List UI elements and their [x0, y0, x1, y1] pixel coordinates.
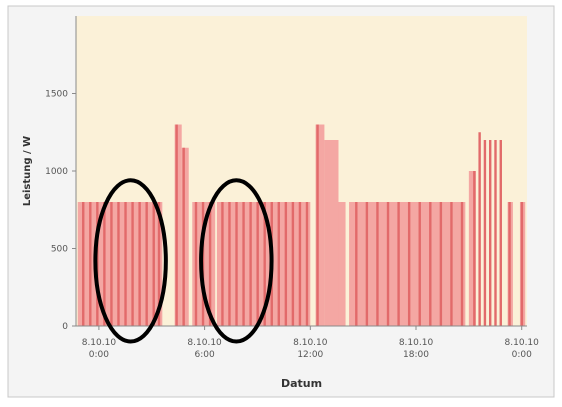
bar-spike-9 — [145, 202, 147, 326]
x-tick-time: 12:00 — [297, 350, 323, 360]
bar-spike-10 — [153, 202, 155, 326]
x-tick-date: 8.10.10 — [293, 338, 328, 348]
y-tick-label: 1500 — [45, 90, 68, 100]
bar-spike-18 — [228, 202, 230, 326]
bar-spike-32 — [366, 202, 368, 326]
bar-spike-6 — [124, 202, 126, 326]
bar-spike-48 — [508, 202, 510, 326]
bar-spike-5 — [117, 202, 119, 326]
bar-spike-39 — [440, 202, 442, 326]
x-tick-date: 8.10.10 — [187, 338, 222, 348]
x-tick-time: 0:00 — [512, 350, 532, 360]
y-tick-label: 0 — [62, 322, 68, 332]
bar-spike-27 — [292, 202, 294, 326]
bar-spike-36 — [408, 202, 410, 326]
bar-spike-33 — [376, 202, 378, 326]
bar-spike-43 — [478, 132, 480, 326]
bar-spike-22 — [256, 202, 258, 326]
x-tick-time: 6:00 — [194, 350, 214, 360]
bar-spike-31 — [355, 202, 357, 326]
x-tick-date: 8.10.10 — [505, 338, 540, 348]
x-axis-label: Datum — [281, 377, 322, 390]
x-tick-time: 0:00 — [89, 350, 109, 360]
bar-spike-7 — [131, 202, 133, 326]
bar-spike-35 — [397, 202, 399, 326]
bar-spike-26 — [285, 202, 287, 326]
bar-spike-45 — [489, 140, 491, 326]
bar-spike-1 — [89, 202, 91, 326]
bar-spike-49 — [521, 202, 523, 326]
bar-spike-12 — [175, 125, 177, 327]
y-tick-label: 1000 — [45, 167, 68, 177]
bar-spike-19 — [235, 202, 237, 326]
bar-spike-14 — [195, 202, 197, 326]
bar-spike-42 — [473, 171, 475, 326]
bar-block-6 — [324, 140, 338, 326]
bar-spike-46 — [494, 140, 496, 326]
y-axis-label: Leistung / W — [22, 136, 33, 206]
bar-spike-13 — [182, 148, 184, 326]
bar-spike-0 — [82, 202, 84, 326]
x-tick-time: 18:00 — [403, 350, 429, 360]
bar-spike-47 — [500, 140, 502, 326]
bar-spike-44 — [484, 140, 486, 326]
bar-spike-29 — [306, 202, 308, 326]
bar-spike-40 — [450, 202, 452, 326]
x-tick-date: 8.10.10 — [82, 338, 117, 348]
bar-spike-34 — [387, 202, 389, 326]
bar-spike-17 — [221, 202, 223, 326]
bar-spike-25 — [278, 202, 280, 326]
bar-spike-8 — [138, 202, 140, 326]
bar-spike-20 — [242, 202, 244, 326]
bar-block-7 — [338, 202, 345, 326]
bar-spike-38 — [429, 202, 431, 326]
bar-spike-30 — [316, 125, 318, 327]
bar-spike-28 — [299, 202, 301, 326]
y-tick-label: 500 — [51, 245, 68, 255]
bar-spike-21 — [249, 202, 251, 326]
bar-spike-41 — [461, 202, 463, 326]
x-tick-date: 8.10.10 — [399, 338, 434, 348]
bar-spike-37 — [419, 202, 421, 326]
bar-spike-4 — [110, 202, 112, 326]
